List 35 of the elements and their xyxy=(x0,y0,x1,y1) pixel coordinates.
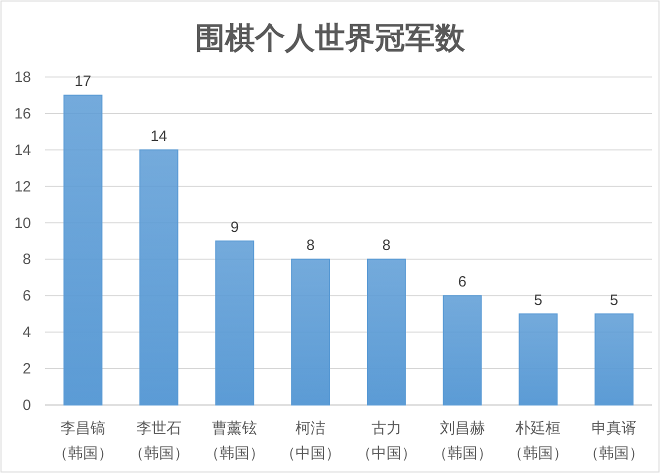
y-tick-label: 12 xyxy=(14,178,31,196)
y-tick-label: 10 xyxy=(14,214,31,232)
bar xyxy=(139,149,178,406)
y-tick-label: 8 xyxy=(22,251,31,268)
x-tick-label: 申真谞（韩国） xyxy=(584,420,644,462)
data-label: 6 xyxy=(458,274,466,291)
bar xyxy=(215,240,254,406)
data-label: 9 xyxy=(230,219,239,236)
data-label: 5 xyxy=(610,292,618,309)
bar xyxy=(366,258,406,406)
data-label: 14 xyxy=(150,128,168,145)
y-tick-label: 0 xyxy=(22,397,31,414)
data-label: 5 xyxy=(534,292,542,309)
x-tick-label: 朴廷桓（韩国） xyxy=(508,420,568,462)
x-tick-label: 柯洁（中国） xyxy=(280,420,341,462)
y-tick-label: 2 xyxy=(22,360,31,378)
bar xyxy=(518,313,558,406)
y-tick-label: 6 xyxy=(22,288,31,305)
data-label: 8 xyxy=(306,237,315,254)
x-tick-label: 李昌镐（韩国） xyxy=(52,420,113,462)
data-label: 8 xyxy=(382,237,391,254)
chart-title: 围棋个人世界冠军数 xyxy=(195,22,466,55)
x-tick-label: 曹薰铉（韩国） xyxy=(204,420,265,462)
y-tick-label: 16 xyxy=(14,105,31,122)
data-label: 17 xyxy=(74,73,92,90)
bar xyxy=(63,94,102,406)
bar xyxy=(594,313,634,406)
x-tick-label: 古力（中国） xyxy=(356,420,416,462)
y-tick-label: 18 xyxy=(14,69,31,86)
bar xyxy=(442,295,482,406)
x-tick-label: 刘昌赫（韩国） xyxy=(432,420,492,462)
y-tick-label: 14 xyxy=(14,142,31,159)
x-tick-label: 李世石（韩国） xyxy=(128,420,189,462)
bar xyxy=(291,258,330,406)
y-tick-label: 4 xyxy=(22,324,31,342)
